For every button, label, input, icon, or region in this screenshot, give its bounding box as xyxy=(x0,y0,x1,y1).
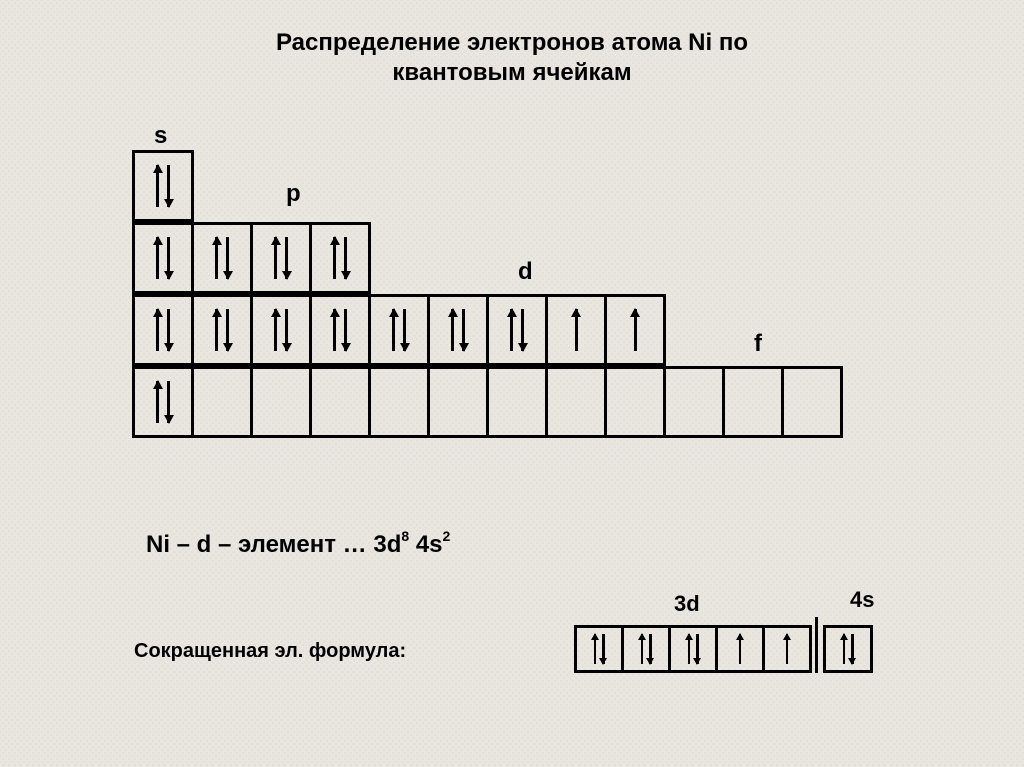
short-block-label: 3d xyxy=(674,591,700,617)
orbital-cell xyxy=(250,294,312,366)
orbital-cell xyxy=(486,366,548,438)
short-orbital-cell xyxy=(823,625,873,673)
orbital-cell xyxy=(368,366,430,438)
orbital-block-label: p xyxy=(286,180,301,208)
orbital-cell xyxy=(132,150,194,222)
title-line-2: квантовым ячейкам xyxy=(392,59,631,86)
element-config-prefix: Ni – d – элемент … xyxy=(146,531,373,558)
orbital-cell xyxy=(250,222,312,294)
orbital-cell xyxy=(427,294,489,366)
orbital-cell xyxy=(722,366,784,438)
orbital-cell xyxy=(545,294,607,366)
orbital-cell xyxy=(132,222,194,294)
orbital-cell xyxy=(604,366,666,438)
config-term: 4s xyxy=(409,531,442,558)
short-formula-label: Сокращенная эл. формула: xyxy=(134,640,406,663)
element-config-terms: 3d8 4s2 xyxy=(373,531,450,558)
element-config-line: Ni – d – элемент … 3d8 4s2 xyxy=(146,530,450,559)
orbital-cell xyxy=(132,294,194,366)
short-orbital-cell xyxy=(574,625,624,673)
title: Распределение электронов атома Ni по ква… xyxy=(0,0,1024,88)
orbital-cell xyxy=(309,366,371,438)
short-orbital-cell xyxy=(621,625,671,673)
orbital-cell xyxy=(309,222,371,294)
orbital-block-label: s xyxy=(154,122,167,150)
orbital-cell xyxy=(191,294,253,366)
orbital-cell xyxy=(545,366,607,438)
short-orbital-cell xyxy=(762,625,812,673)
short-orbital-cell xyxy=(715,625,765,673)
config-term-sup: 2 xyxy=(443,528,451,544)
short-separator xyxy=(815,617,818,673)
orbital-cell xyxy=(663,366,725,438)
orbital-cell xyxy=(191,222,253,294)
orbital-cell xyxy=(486,294,548,366)
orbital-cell xyxy=(781,366,843,438)
title-line-1: Распределение электронов атома Ni по xyxy=(276,29,748,56)
short-orbital-cell xyxy=(668,625,718,673)
orbital-block-label: f xyxy=(754,330,762,358)
orbital-cell xyxy=(604,294,666,366)
short-block-label: 4s xyxy=(850,587,874,613)
orbital-cell xyxy=(191,366,253,438)
orbital-cell xyxy=(309,294,371,366)
orbital-cell xyxy=(250,366,312,438)
orbital-block-label: d xyxy=(518,258,533,286)
config-term: 3d xyxy=(373,531,401,558)
orbital-cell xyxy=(132,366,194,438)
config-term-sup: 8 xyxy=(401,528,409,544)
orbital-cell xyxy=(427,366,489,438)
orbital-cell xyxy=(368,294,430,366)
